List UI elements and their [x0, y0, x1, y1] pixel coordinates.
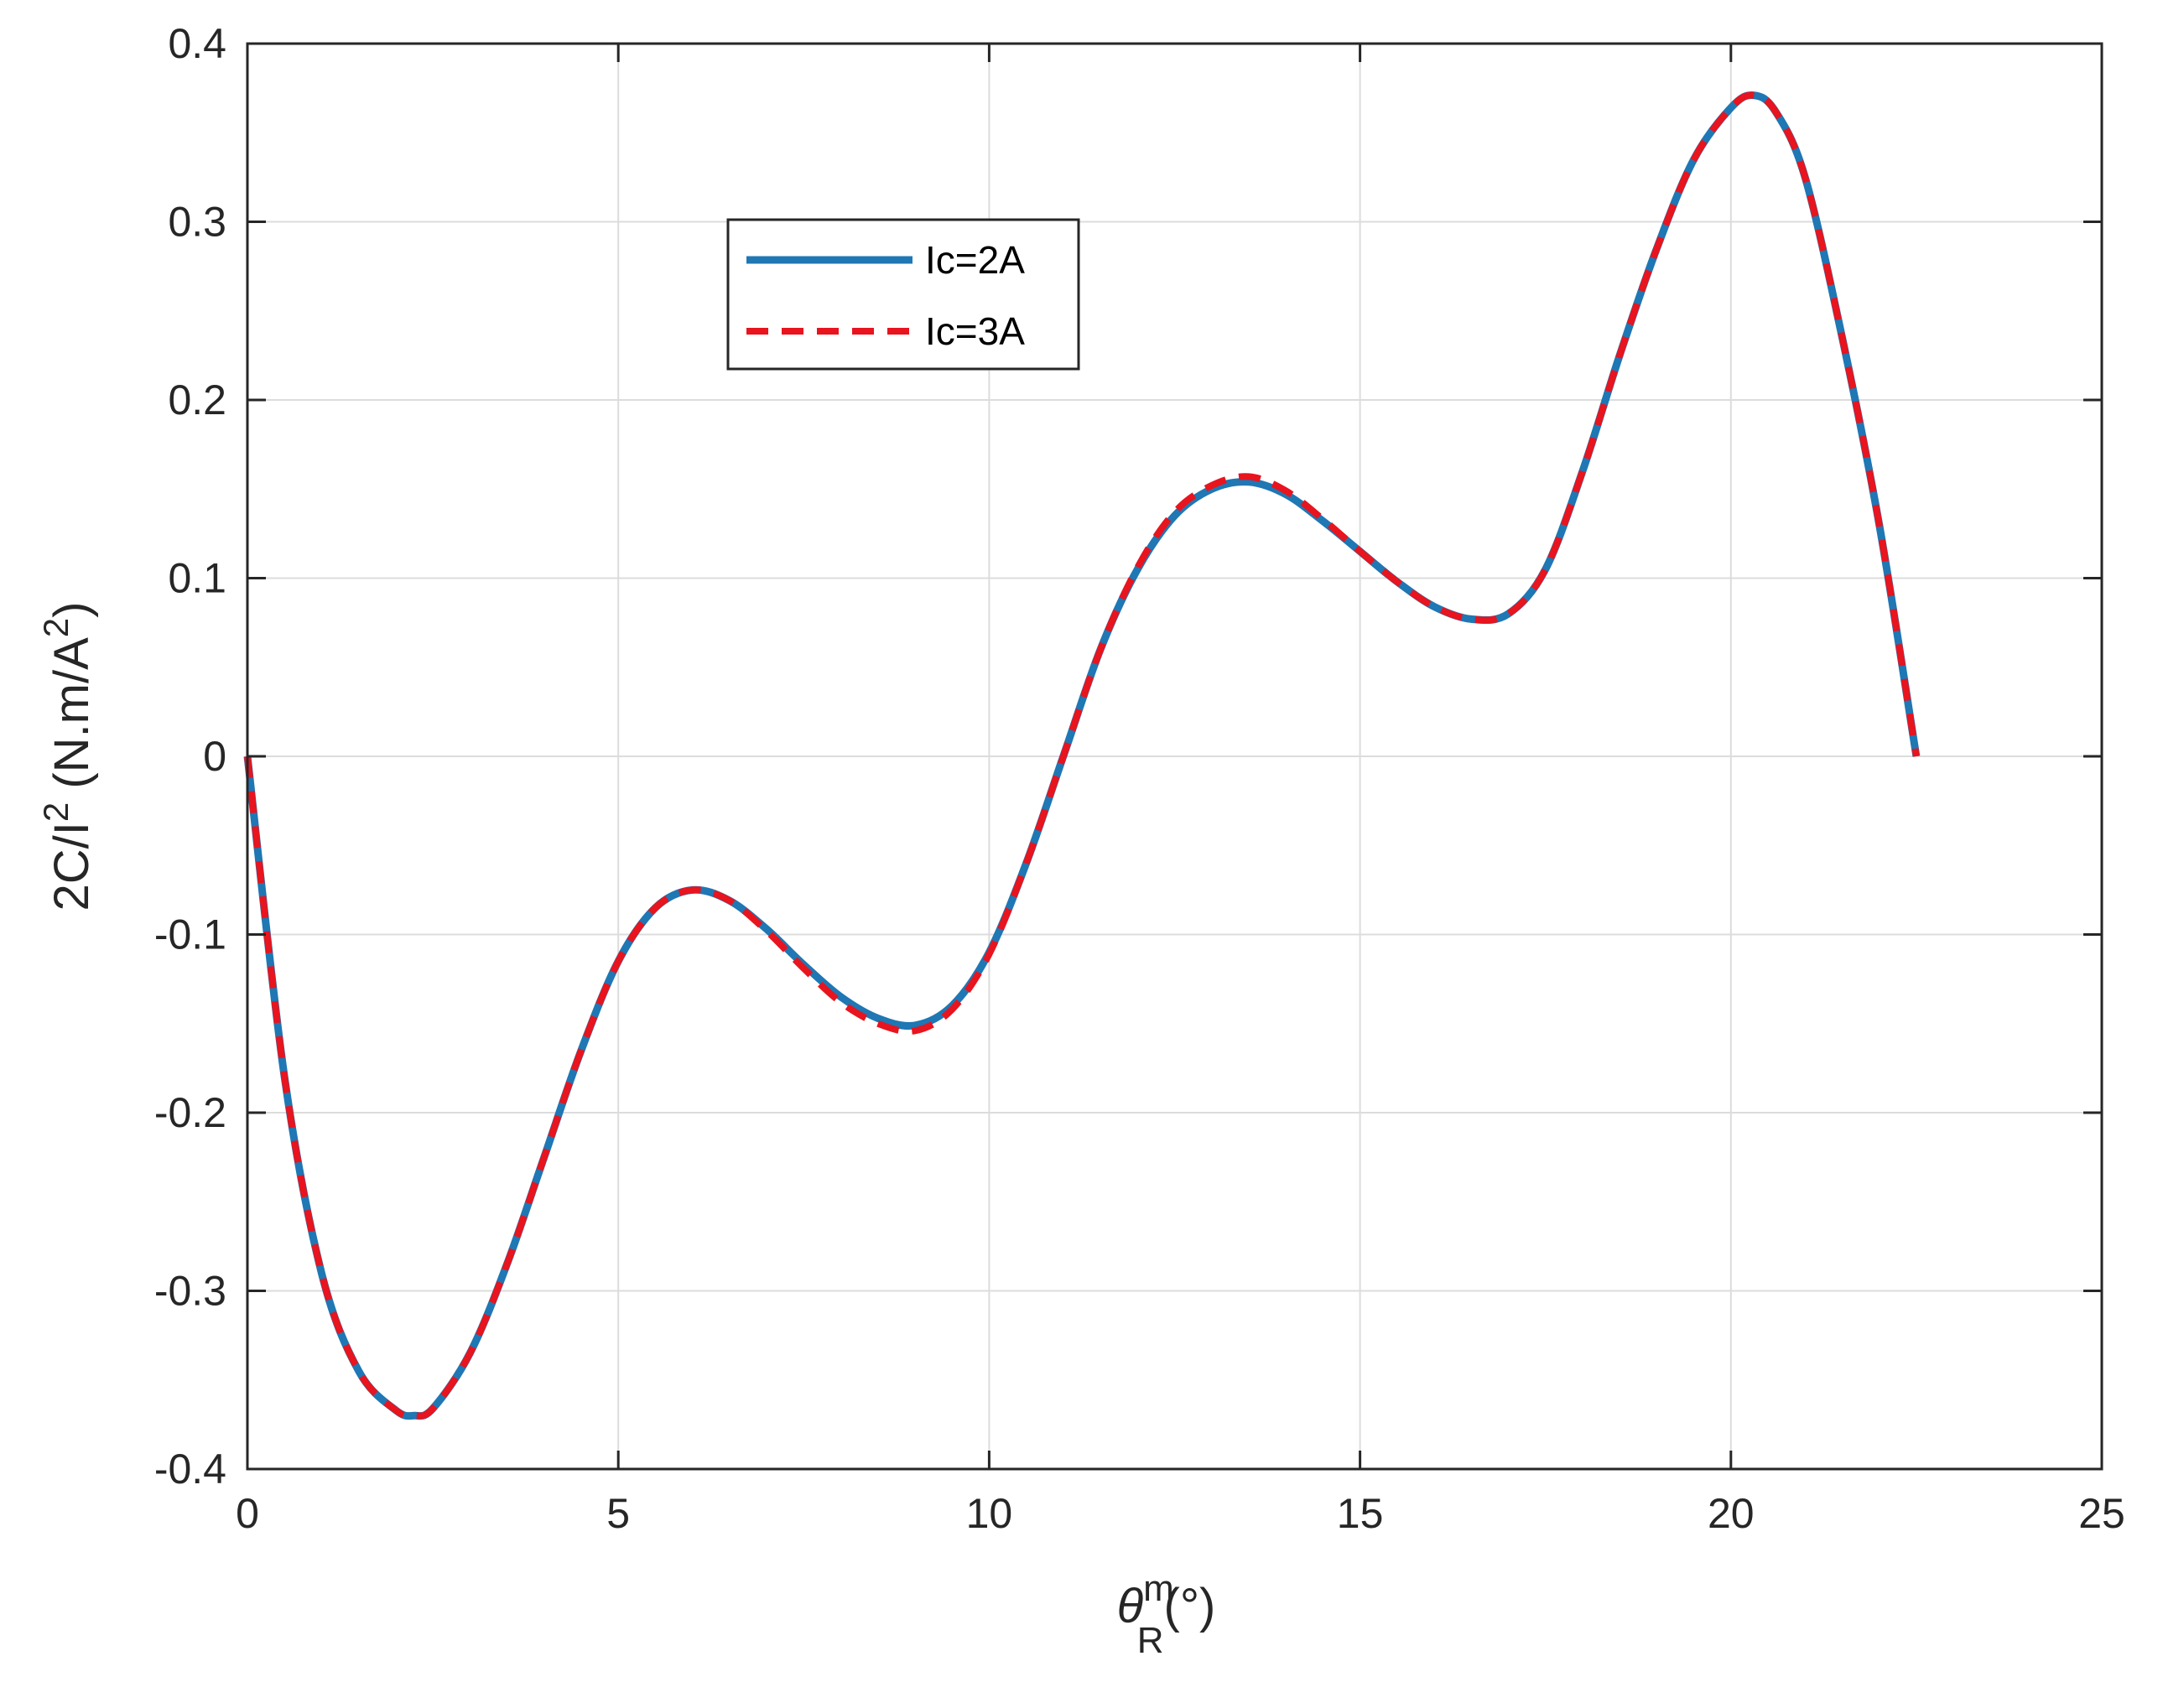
- y-tick-label: 0.3: [168, 199, 226, 246]
- series-line-ic-3a: [244, 91, 1920, 1420]
- x-tick-label: 15: [1337, 1490, 1384, 1537]
- legend-label-ic-3a: Ic=3A: [925, 309, 1025, 353]
- x-axis-title-superscript: m: [1143, 1568, 1174, 1609]
- y-axis-title-prefix: 2C/I: [44, 822, 99, 911]
- y-tick-label: 0.2: [168, 376, 226, 423]
- x-axis-title: θm R(°): [1117, 1568, 1216, 1661]
- y-axis-title: 2C/I2 (N.m/A2): [36, 602, 99, 911]
- y-tick-label: -0.3: [154, 1268, 226, 1315]
- y-axis-title-superscript: 2: [36, 802, 75, 822]
- x-axis-title-symbol: θ: [1117, 1579, 1143, 1633]
- y-tick-labels: -0.4 -0.3 -0.2 -0.1 0 0.1 0.2 0.3 0.4: [154, 20, 226, 1493]
- legend-label-ic-2a: Ic=2A: [925, 238, 1025, 282]
- legend: Ic=2A Ic=3A: [726, 218, 1080, 371]
- x-tick-label: 20: [1708, 1490, 1755, 1537]
- x-axis-title-unit: (°): [1164, 1579, 1216, 1633]
- ticks: [246, 42, 2103, 1471]
- y-tick-label: 0: [203, 733, 226, 780]
- y-axis-title-unit-close: ): [44, 602, 99, 618]
- x-tick-labels: 0 5 10 15 20 25: [236, 1490, 2125, 1537]
- x-axis-title-subscript: R: [1137, 1620, 1164, 1661]
- y-axis-title-unit-open: (N.m/A: [44, 637, 99, 802]
- x-tick-label: 25: [2078, 1490, 2125, 1537]
- y-tick-label: 0.1: [168, 555, 226, 602]
- y-tick-label: 0.4: [168, 20, 226, 67]
- x-tick-label: 0: [236, 1490, 259, 1537]
- y-tick-label: -0.4: [154, 1446, 226, 1493]
- y-axis-title-unit-superscript: 2: [36, 618, 75, 637]
- series-layer: [243, 91, 1921, 1420]
- y-tick-label: -0.1: [154, 911, 226, 958]
- x-tick-label: 5: [606, 1490, 630, 1537]
- y-tick-label: -0.2: [154, 1089, 226, 1136]
- x-tick-label: 10: [966, 1490, 1013, 1537]
- legend-box: [726, 218, 1080, 371]
